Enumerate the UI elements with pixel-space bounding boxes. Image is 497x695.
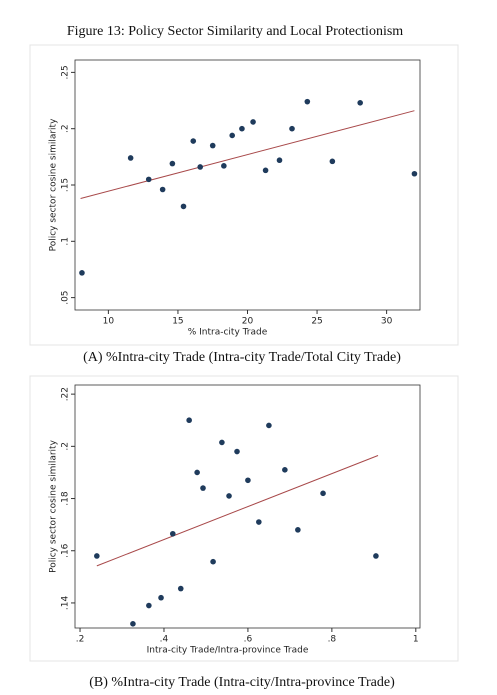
scatter-point — [262, 167, 269, 174]
scatter-point — [159, 186, 166, 193]
x-tick-label: 25 — [311, 317, 322, 327]
y-tick-label: .25 — [61, 65, 71, 79]
y-axis-label: Policy sector cosine similarity — [49, 439, 59, 572]
x-tick-label: .4 — [160, 635, 169, 645]
y-tick-label: .15 — [61, 178, 71, 192]
scatter-point — [210, 558, 216, 565]
scatter-point — [411, 170, 418, 177]
scatter-point — [229, 132, 235, 139]
scatter-point — [186, 417, 192, 424]
scatter-point — [234, 448, 240, 455]
scatter-point — [320, 490, 326, 497]
x-tick-label: 1 — [413, 635, 419, 645]
x-tick-label: .2 — [76, 635, 85, 645]
scatter-point — [169, 160, 176, 167]
x-tick-label: 30 — [381, 317, 393, 327]
y-tick-label: .18 — [61, 491, 71, 506]
y-tick-label: .2 — [61, 442, 71, 451]
y-tick-label: .14 — [61, 596, 71, 611]
x-tick-label: 10 — [103, 317, 115, 327]
scatter-point — [282, 467, 288, 473]
scatter-point — [219, 439, 225, 446]
y-tick-label: .1 — [61, 237, 71, 246]
scatter-point — [79, 270, 85, 276]
scatter-point — [190, 138, 197, 144]
scatter-point — [127, 155, 134, 161]
scatter-point — [295, 527, 301, 533]
scatter-point — [221, 163, 227, 169]
x-tick-label: 15 — [172, 317, 183, 327]
scatter-point — [169, 530, 176, 537]
scatter-point — [373, 553, 379, 559]
x-axis-label: Intra-city Trade/Intra-province Trade — [147, 646, 309, 656]
scatter-point — [130, 621, 136, 627]
scatter-point — [197, 164, 204, 170]
scatter-point — [200, 485, 206, 491]
y-tick-label: .2 — [61, 124, 71, 133]
scatter-point — [145, 176, 152, 183]
y-tick-label: .22 — [61, 387, 71, 401]
fit-line — [80, 110, 415, 199]
figure-title: Figure 13: Policy Sector Similarity and … — [67, 24, 403, 39]
scatter-point — [250, 119, 256, 125]
scatter-point — [146, 602, 152, 609]
x-tick-label: .6 — [244, 635, 253, 645]
scatter-point — [94, 553, 100, 559]
x-tick-label: 20 — [242, 317, 254, 327]
y-tick-label: .16 — [61, 543, 71, 558]
fit-line — [96, 455, 379, 567]
scatter-point — [304, 98, 311, 105]
scatter-point — [357, 99, 363, 106]
y-tick-label: .05 — [61, 290, 71, 304]
scatter-point — [276, 157, 283, 164]
x-axis-label: % Intra-city Trade — [188, 328, 268, 338]
scatter-point — [239, 125, 245, 132]
scatter-point — [245, 477, 251, 484]
plot-area — [74, 59, 421, 311]
scatter-point — [329, 158, 336, 165]
scatter-point — [289, 125, 295, 132]
scatter-point — [226, 493, 232, 499]
scatter-point — [158, 594, 164, 601]
caption: (B) %Intra-city Trade (Intra-city/Intra-… — [89, 675, 395, 690]
scatter-point — [209, 142, 216, 149]
caption: (A) %Intra-city Trade (Intra-city Trade/… — [83, 350, 401, 365]
scatter-point — [180, 203, 187, 210]
scatter-point — [177, 585, 184, 592]
x-tick-label: .8 — [328, 635, 337, 645]
scatter-point — [194, 469, 200, 476]
scatter-point — [266, 422, 272, 429]
scatter-point — [256, 519, 262, 525]
y-axis-label: Policy sector cosine similarity — [49, 118, 59, 251]
